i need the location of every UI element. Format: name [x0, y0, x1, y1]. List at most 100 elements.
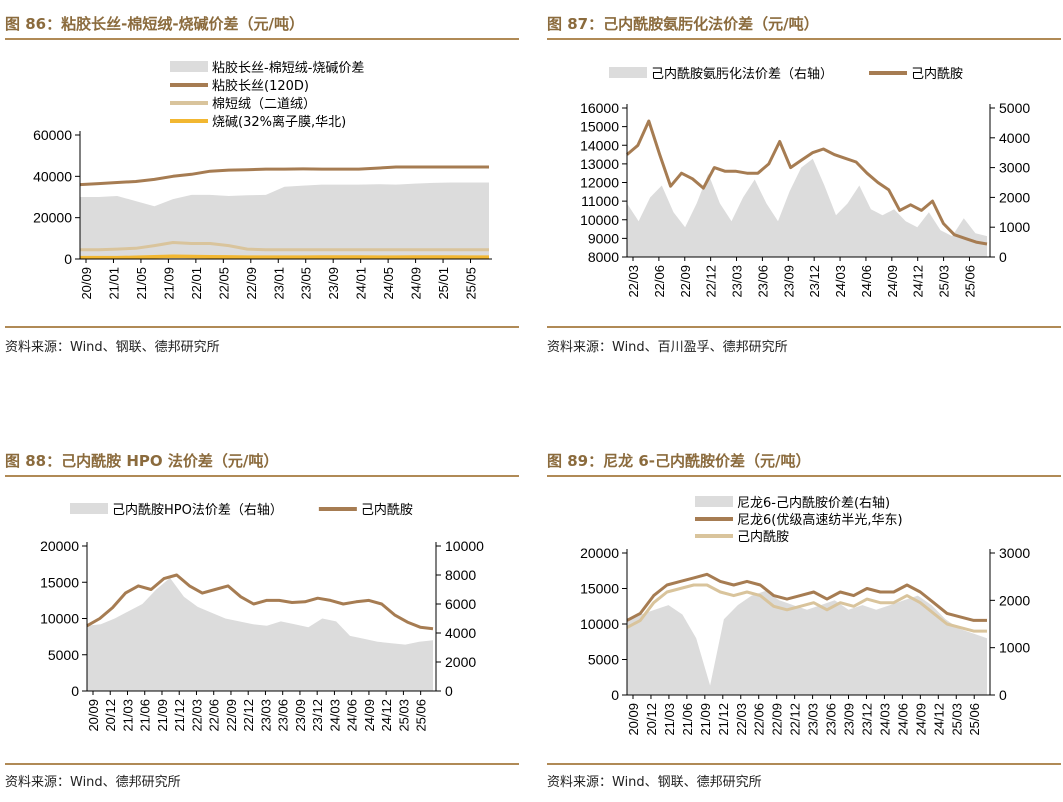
legend: 己内酰胺HPO法价差（右轴） 己内酰胺	[70, 502, 413, 518]
y2-tick-label: 10000	[445, 538, 484, 554]
x-tick-label: 23/01	[271, 267, 286, 300]
x-tick-label: 23/09	[293, 699, 308, 732]
series-line-3	[80, 254, 489, 260]
chart-fig86: 0 20000 40000 60000 20/09 21/01 21/05 21/09 22/0…	[33, 60, 492, 300]
x-tick-label: 24/03	[327, 699, 342, 732]
legend-swatch	[609, 67, 647, 78]
x-tick-label: 21/01	[106, 267, 121, 300]
chart-fig88: 0 5000 10000 15000 20000 0 2000 4000 6000 8000 100…	[40, 502, 484, 732]
legend-label: 己内酰胺HPO法价差（右轴）	[112, 502, 283, 518]
series-line-1	[626, 119, 988, 246]
x-tick-label: 20/12	[644, 703, 659, 736]
x-tick-label: 24/03	[833, 265, 848, 298]
y-tick-label: 0	[71, 683, 79, 699]
x-tick-label: 21/12	[716, 703, 731, 736]
x-tick-label: 24/09	[362, 699, 377, 732]
x-tick-label: 24/06	[895, 703, 910, 736]
bottom-rule	[547, 326, 1061, 328]
x-tick-label: 21/09	[698, 703, 713, 736]
panel-fig89: 图 89：尼龙 6-己内酰胺价差（元/吨） 0 5000 10000 15000 200…	[547, 437, 1061, 802]
legend-item: 烧碱(32%离子膜,华北)	[170, 114, 346, 130]
y-tick-label: 20000	[580, 545, 619, 561]
x-tick-label: 25/05	[464, 267, 479, 300]
series-line-1	[626, 572, 987, 622]
y2-tick-label: 1000	[999, 219, 1030, 235]
y2-tick-label: 2000	[445, 654, 476, 670]
source-note: 资料来源：Wind、钢联、德邦研究所	[547, 775, 762, 790]
legend-swatch	[70, 503, 108, 514]
x-tick-label: 22/12	[704, 265, 719, 298]
x-tick-label: 23/06	[276, 699, 291, 732]
x-tick-label: 25/03	[937, 265, 952, 298]
x-tick-label: 22/09	[770, 703, 785, 736]
legend-item: 己内酰胺	[869, 66, 963, 82]
legend-label: 尼龙6-己内酰胺价差(右轴)	[737, 495, 890, 511]
legend-label: 尼龙6(优级高速纺半光,华东)	[737, 512, 903, 528]
legend: 己内酰胺氨肟化法价差（右轴） 己内酰胺	[609, 66, 963, 82]
legend-label: 粘胶长丝-棉短绒-烧碱价差	[212, 60, 364, 76]
y2-tick-label: 8000	[445, 567, 476, 583]
x-tick-label: 25/03	[396, 699, 411, 732]
y-tick-label: 12000	[580, 175, 619, 191]
x-tick-label: 24/05	[381, 267, 396, 300]
x-tick-label: 21/09	[155, 699, 170, 732]
x-tick-label: 24/12	[931, 703, 946, 736]
x-tick-label: 21/12	[172, 699, 187, 732]
panel-fig87: 图 87：己内酰胺氨肟化法价差（元/吨） 8000 9000 10000 11000 1…	[547, 0, 1061, 360]
x-tick-label: 24/09	[885, 265, 900, 298]
x-tick-label: 22/12	[241, 699, 256, 732]
y-tick-label: 9000	[588, 230, 619, 246]
y-tick-label: 14000	[580, 137, 619, 153]
chart-fig89: 0 5000 10000 15000 20000 0 1000 2000 3000 20/09 20…	[580, 495, 1030, 736]
legend-label: 烧碱(32%离子膜,华北)	[212, 114, 346, 130]
y-tick-label: 10000	[580, 616, 619, 632]
legend-item: 棉短绒（二道绒）	[170, 97, 316, 112]
legend-label: 己内酰胺	[361, 502, 413, 518]
x-tick-label: 21/05	[134, 267, 149, 300]
y2-tick-label: 2000	[999, 189, 1030, 205]
y2-tick-label: 0	[999, 249, 1007, 265]
x-tick-label: 23/03	[258, 699, 273, 732]
title-rule	[5, 475, 519, 477]
y-tick-label: 11000	[581, 193, 619, 209]
series-area-0	[80, 182, 489, 259]
y-tick-label: 5000	[48, 647, 79, 663]
legend-swatch	[695, 496, 733, 507]
panel-fig86: 图 86：粘胶长丝-棉短绒-烧碱价差（元/吨） 0 20000 40000 60000…	[5, 0, 519, 360]
series-line-1	[86, 573, 434, 631]
x-tick-label: 22/05	[216, 267, 231, 300]
y-tick-label: 13000	[580, 156, 619, 172]
legend-item: 尼龙6-己内酰胺价差(右轴)	[695, 495, 890, 511]
x-tick-label: 20/09	[626, 703, 641, 736]
y-tick-label: 5000	[588, 652, 619, 668]
x-tick-label: 22/06	[752, 703, 767, 736]
x-tick-label: 21/03	[662, 703, 677, 736]
y-tick-label: 10000	[40, 611, 79, 627]
legend-label: 粘胶长丝(120D)	[212, 78, 309, 94]
x-tick-label: 23/12	[859, 703, 874, 736]
y2-tick-label: 4000	[999, 130, 1030, 146]
figure-title: 图 86：粘胶长丝-棉短绒-烧碱价差（元/吨）	[5, 15, 305, 33]
figure-title: 图 88：己内酰胺 HPO 法价差（元/吨）	[5, 452, 279, 470]
y-tick-label: 16000	[580, 100, 619, 116]
y-tick-label: 20000	[33, 210, 72, 226]
y2-tick-label: 3000	[999, 545, 1030, 561]
y-tick-label: 8000	[588, 249, 619, 265]
legend-label: 己内酰胺	[737, 529, 789, 545]
x-tick-label: 22/09	[678, 265, 693, 298]
x-tick-label: 24/06	[859, 265, 874, 298]
legend: 尼龙6-己内酰胺价差(右轴)尼龙6(优级高速纺半光,华东)己内酰胺	[695, 495, 903, 545]
x-tick-label: 21/09	[161, 267, 176, 300]
legend-item: 己内酰胺	[695, 529, 789, 545]
x-tick-label: 24/06	[345, 699, 360, 732]
bottom-rule	[5, 326, 519, 328]
y2-tick-label: 3000	[999, 160, 1030, 176]
x-tick-label: 24/12	[379, 699, 394, 732]
x-tick-label: 21/06	[680, 703, 695, 736]
legend-label: 己内酰胺氨肟化法价差（右轴）	[651, 66, 833, 82]
x-tick-label: 20/12	[103, 699, 118, 732]
series-line-2	[626, 583, 987, 633]
panel-fig88: 图 88：己内酰胺 HPO 法价差（元/吨） 0 5000 10000 15000 20…	[5, 437, 519, 802]
x-tick-label: 25/01	[436, 267, 451, 300]
